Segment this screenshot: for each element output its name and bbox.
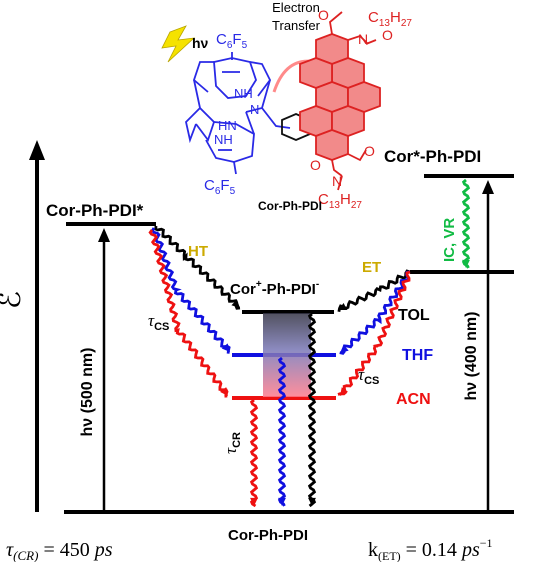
energy-levels: [64, 174, 514, 514]
electron-transfer-label: Electron: [272, 0, 320, 15]
cr-path-acn-head: [250, 497, 258, 506]
light-bolt-icon: [161, 25, 196, 63]
ht-path-tol: [154, 225, 241, 310]
et-path-acn-head: [340, 387, 349, 396]
label-tol: TOL: [398, 307, 430, 324]
footer-k-et: k(ET) = 0.14 ps−1: [368, 536, 493, 562]
corrole-ring: [185, 52, 291, 175]
imide-groups: [329, 11, 377, 191]
ht-path-thf: [150, 227, 231, 354]
label-excited-left: Cor-Ph-PDI*: [46, 201, 144, 220]
c6f5-bottom-label: C6F5: [204, 177, 236, 197]
nh-mid-label: NH: [214, 132, 233, 147]
et-path-thf: [339, 270, 411, 355]
ic-vr-path-head: [462, 259, 470, 268]
et-path-tol-head: [338, 302, 347, 311]
label-cs-state: Cor+-Ph-PDI-: [230, 279, 319, 298]
label-excited-right: Cor*-Ph-PDI: [384, 147, 481, 166]
label-ic-vr: IC, VR: [441, 218, 458, 262]
cr-path-tol-head: [308, 497, 316, 506]
cr-path-thf: [277, 356, 287, 507]
ht-path-acn-head: [219, 387, 228, 396]
c6f5-top-label: C6F5: [216, 31, 248, 51]
molecule-structure: hν C6F5 NH N HN NH C6F5: [161, 0, 412, 213]
label-et: ET: [362, 259, 381, 276]
footer-tau-cr: τ(CR) = 450 ps: [6, 539, 113, 562]
cr-path-acn: [249, 398, 259, 508]
ht-path-acn: [148, 229, 229, 398]
wavy-transfer-paths: [148, 178, 471, 508]
label-tau-cs-right: τCS: [358, 365, 379, 387]
o-label-3: O: [310, 157, 321, 173]
excitation-arrows: [98, 180, 494, 512]
et-path-thf-head: [340, 344, 349, 353]
molecule-caption: Cor-Ph-PDI: [258, 199, 322, 213]
nh-top-label: NH: [234, 86, 253, 101]
label-ht: HT: [188, 243, 208, 260]
o-label-2: O: [382, 27, 393, 43]
label-hv-500: hν (500 nm): [79, 348, 96, 437]
et-path-tol: [337, 269, 411, 313]
pdi-core: [299, 33, 381, 161]
label-tau-cr: τCR: [221, 432, 243, 454]
o-label-4: O: [364, 143, 375, 159]
ht-path-tol-head: [231, 299, 240, 308]
et-path-acn: [337, 270, 411, 396]
cr-path-thf-head: [278, 497, 286, 506]
cr-path-tol: [307, 312, 317, 508]
light-label: hν: [192, 35, 209, 51]
hn-bot-label: HN: [218, 118, 237, 133]
label-ground: Cor-Ph-PDI: [228, 527, 308, 544]
label-thf: THF: [402, 347, 433, 364]
label-tau-cs-left: τCS: [148, 311, 169, 333]
n-bot-label: N: [332, 173, 342, 189]
c13-top-label: C13H27: [368, 9, 412, 29]
energy-axis-label: ℰ: [0, 291, 27, 309]
ic-vr-path: [461, 178, 471, 269]
energy-axis: ℰ: [0, 140, 45, 512]
n-mid-label: N: [250, 102, 259, 117]
c13-bot-label: C13H27: [318, 191, 362, 211]
label-acn: ACN: [396, 391, 431, 408]
ht-path-thf-head: [221, 343, 230, 352]
o-label-1: O: [318, 7, 329, 23]
n-top-label: N: [358, 31, 368, 47]
label-hv-400: hν (400 nm): [463, 312, 480, 401]
electron-transfer-label-2: Transfer: [272, 18, 321, 33]
cs-gradient-block: [263, 313, 311, 397]
